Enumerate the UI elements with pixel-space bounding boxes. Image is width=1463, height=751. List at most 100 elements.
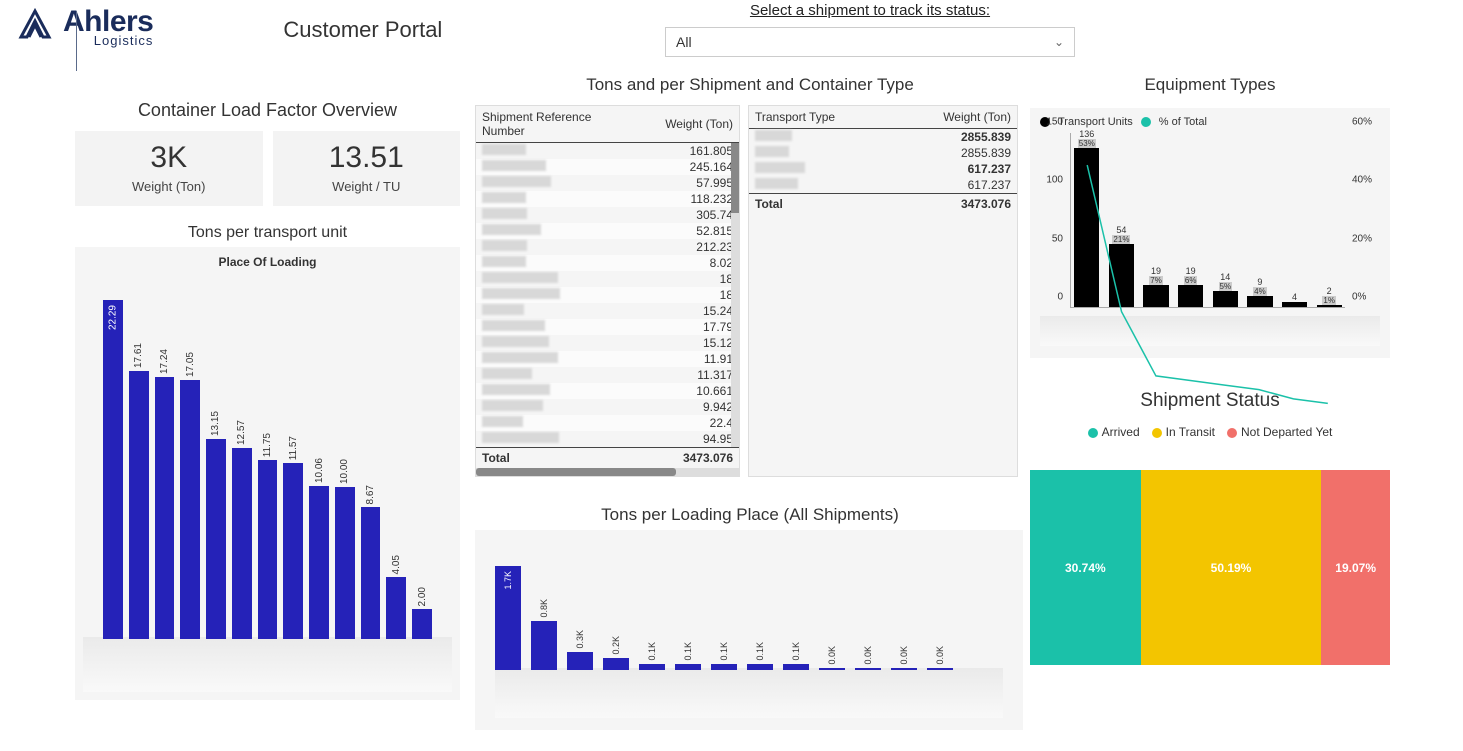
- table-row[interactable]: 57.995: [476, 175, 739, 191]
- bar-item[interactable]: 10.06: [309, 458, 329, 639]
- bar-item[interactable]: 197%: [1140, 266, 1172, 307]
- bar-item[interactable]: 10.00: [335, 459, 355, 639]
- legend-pct: % of Total: [1159, 116, 1207, 128]
- logo-icon: [15, 7, 55, 47]
- bar-item[interactable]: 22.29: [103, 300, 123, 639]
- bar-item[interactable]: 0.1K: [783, 642, 809, 670]
- tbl1-col2[interactable]: Weight (Ton): [636, 106, 739, 143]
- bar-item[interactable]: 11.57: [283, 436, 303, 639]
- tons-per-tu-chart[interactable]: Place Of Loading 22.29 17.61 17.2417.05 13.…: [75, 247, 460, 700]
- legend-dot-icon: [1152, 428, 1162, 438]
- status-legend-item[interactable]: Not Departed Yet: [1227, 425, 1332, 439]
- bar-item[interactable]: 0.1K: [711, 642, 737, 670]
- table-row[interactable]: 617.237: [749, 161, 1017, 177]
- tbl1-col1[interactable]: Shipment Reference Number: [476, 106, 636, 143]
- tbl2-total-value: 3473.076: [879, 194, 1017, 215]
- bar-item[interactable]: 0.1K: [639, 642, 665, 670]
- transport-type-table[interactable]: Transport Type Weight (Ton) 2855.8392855…: [748, 105, 1018, 477]
- bar-item[interactable]: 2.00: [412, 587, 432, 639]
- bar-item[interactable]: 13653%: [1071, 129, 1103, 307]
- bar-item[interactable]: 0.0K: [855, 646, 881, 670]
- table-row[interactable]: 11.91: [476, 351, 739, 367]
- filter-value: All: [676, 34, 692, 50]
- bar-item[interactable]: 17.05: [180, 352, 200, 639]
- status-segment[interactable]: 50.19%: [1141, 470, 1322, 665]
- bar-item[interactable]: 0.3K: [567, 630, 593, 670]
- table-row[interactable]: 15.12: [476, 335, 739, 351]
- table-row[interactable]: 212.23: [476, 239, 739, 255]
- table-horizontal-scrollbar[interactable]: [476, 468, 739, 476]
- table-row[interactable]: 10.661: [476, 383, 739, 399]
- bar-item[interactable]: 4.05: [386, 555, 406, 639]
- bar-item[interactable]: 0.0K: [927, 646, 953, 670]
- tons-per-tu-title: Tons per transport unit: [75, 224, 460, 242]
- bar-item[interactable]: 0.1K: [747, 642, 773, 670]
- kpi-weight-per-tu: 13.51 Weight / TU: [273, 131, 461, 206]
- table-row[interactable]: 15.24: [476, 303, 739, 319]
- table-vertical-scrollbar[interactable]: [731, 143, 739, 447]
- table-row[interactable]: 18: [476, 271, 739, 287]
- bar-item[interactable]: 17.61: [129, 343, 149, 639]
- table-row[interactable]: 9.942: [476, 399, 739, 415]
- tons-shipment-container-title: Tons and per Shipment and Container Type: [475, 75, 1025, 95]
- bar-item[interactable]: 0.1K: [675, 642, 701, 670]
- table-row[interactable]: 18: [476, 287, 739, 303]
- filter-label: Select a shipment to track its status:: [665, 2, 1075, 19]
- kpi-wtu-value: 13.51: [273, 141, 461, 175]
- table-row[interactable]: 11.317: [476, 367, 739, 383]
- bar-item[interactable]: 13.15: [206, 411, 226, 639]
- loading-place-chart[interactable]: 1.7K 0.8K 0.3K 0.2K 0.1K 0.1K 0.1K 0.1K 0.1K 0.0K…: [475, 530, 1023, 730]
- status-legend-item[interactable]: In Transit: [1152, 425, 1215, 439]
- legend-dot-icon: [1088, 428, 1098, 438]
- table-row[interactable]: 94.95: [476, 431, 739, 447]
- tbl2-total-label: Total: [749, 194, 879, 215]
- shipment-reference-table[interactable]: Shipment Reference Number Weight (Ton) 1…: [475, 105, 740, 477]
- status-legend-item[interactable]: Arrived: [1088, 425, 1140, 439]
- table-row[interactable]: 305.74: [476, 207, 739, 223]
- bar-item[interactable]: 0.2K: [603, 636, 629, 670]
- status-segment[interactable]: 30.74%: [1030, 470, 1141, 665]
- bar-item[interactable]: 145%: [1210, 272, 1242, 307]
- bar-item[interactable]: 21%: [1313, 286, 1345, 307]
- table-row[interactable]: 2855.839: [749, 129, 1017, 146]
- table-row[interactable]: 52.815: [476, 223, 739, 239]
- bar-item[interactable]: 0.0K: [891, 646, 917, 670]
- status-legend: Arrived In Transit Not Departed Yet: [1030, 425, 1390, 439]
- kpi-weight-label: Weight (Ton): [75, 179, 263, 194]
- bar-item[interactable]: 196%: [1175, 266, 1207, 307]
- legend-dot-icon: [1227, 428, 1237, 438]
- bar-item[interactable]: 0.8K: [531, 599, 557, 670]
- bar-item[interactable]: 12.57: [232, 420, 252, 639]
- bar-item[interactable]: 11.75: [258, 433, 278, 639]
- bar-item[interactable]: 17.24: [155, 349, 175, 639]
- status-segment[interactable]: 19.07%: [1321, 470, 1390, 665]
- table-row[interactable]: 22.4: [476, 415, 739, 431]
- tons-per-tu-subtitle: Place Of Loading: [83, 255, 452, 269]
- table-row[interactable]: 617.237: [749, 177, 1017, 194]
- kpi-wtu-label: Weight / TU: [273, 179, 461, 194]
- bar-item[interactable]: 5421%: [1106, 225, 1138, 307]
- bar-item[interactable]: 94%: [1244, 277, 1276, 307]
- table-row[interactable]: 118.232: [476, 191, 739, 207]
- table-row[interactable]: 17.79: [476, 319, 739, 335]
- page-title: Customer Portal: [283, 17, 442, 43]
- tbl1-total-label: Total: [476, 448, 636, 469]
- loading-place-title: Tons per Loading Place (All Shipments): [475, 505, 1025, 525]
- bar-item[interactable]: 4: [1279, 292, 1311, 307]
- kpi-weight: 3K Weight (Ton): [75, 131, 263, 206]
- tbl2-col2[interactable]: Weight (Ton): [879, 106, 1017, 129]
- shipment-filter-dropdown[interactable]: All ⌄: [665, 27, 1075, 57]
- shipment-status-chart[interactable]: 30.74%50.19%19.07%: [1030, 470, 1390, 665]
- table-row[interactable]: 245.164: [476, 159, 739, 175]
- table-row[interactable]: 2855.839: [749, 145, 1017, 161]
- tbl2-col1[interactable]: Transport Type: [749, 106, 879, 129]
- table-row[interactable]: 161.805: [476, 143, 739, 159]
- legend-units: Transport Units: [1058, 116, 1133, 128]
- tbl1-total-value: 3473.076: [636, 448, 739, 469]
- equipment-types-chart[interactable]: Transport Units % of Total 050100150 0%2…: [1030, 108, 1390, 358]
- bar-item[interactable]: 8.67: [361, 485, 381, 639]
- bar-item[interactable]: 1.7K: [495, 566, 521, 670]
- bar-item[interactable]: 0.0K: [819, 646, 845, 670]
- table-row[interactable]: 8.02: [476, 255, 739, 271]
- brand-logo: Ahlers Logistics: [15, 5, 153, 48]
